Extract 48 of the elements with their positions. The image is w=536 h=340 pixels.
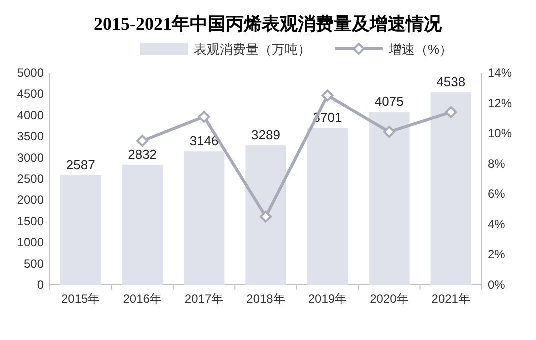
x-tick-label: 2021年 [432, 292, 470, 306]
bar [184, 152, 225, 285]
y2-tick-label: 14% [488, 66, 512, 80]
data-label: 2587 [66, 157, 96, 172]
data-label: 2832 [128, 146, 158, 162]
y-tick-label: 3500 [17, 130, 44, 144]
y2-tick-label: 2% [488, 248, 506, 262]
data-label: 4075 [374, 94, 404, 110]
data-label: 4538 [436, 74, 466, 90]
chart-title: 2015-2021年中国丙烯表观消费量及增速情况 [94, 14, 443, 34]
point [198, 110, 210, 123]
point [322, 90, 334, 102]
y-tick-label: 500 [24, 256, 44, 271]
bar [307, 128, 348, 285]
bar [369, 112, 410, 285]
x-tick-label: 2020年 [370, 292, 409, 306]
bar [122, 164, 163, 285]
y-tick-label: 1500 [17, 214, 44, 228]
data-label: 3289 [252, 128, 280, 143]
data-label: 3146 [190, 134, 219, 149]
x-tick-label: 2019年 [308, 292, 348, 306]
x-tick-label: 2017年 [184, 292, 224, 306]
y-tick-label: 0 [37, 278, 44, 292]
x-tick-label: 2018年 [246, 292, 286, 306]
y-tick-label: 4500 [17, 87, 44, 102]
x-tick-label: 2016年 [123, 292, 162, 306]
x-tick-label: 2015年 [62, 292, 100, 306]
bar [60, 175, 102, 285]
y-tick-label: 2500 [17, 172, 44, 186]
point [383, 126, 396, 138]
point [260, 210, 272, 223]
legend-label: 增速（%） [388, 42, 453, 57]
legend-label: 表观消费量（万吨） [194, 42, 311, 57]
y2-tick-label: 12% [488, 96, 512, 110]
y2-tick-label: 6% [488, 187, 506, 202]
y2-tick-label: 4% [488, 217, 506, 232]
y2-tick-label: 10% [488, 126, 512, 141]
bar [430, 92, 472, 285]
point [445, 106, 458, 118]
y-tick-label: 5000 [17, 66, 44, 80]
y-tick-label: 4000 [17, 108, 44, 122]
y-tick-label: 2000 [17, 193, 44, 208]
y-tick-label: 1000 [17, 236, 44, 250]
point [136, 135, 149, 148]
y-tick-label: 3000 [17, 150, 44, 165]
y2-tick-label: 8% [488, 156, 506, 171]
bar [246, 146, 286, 285]
y2-tick-label: 0% [488, 278, 506, 292]
